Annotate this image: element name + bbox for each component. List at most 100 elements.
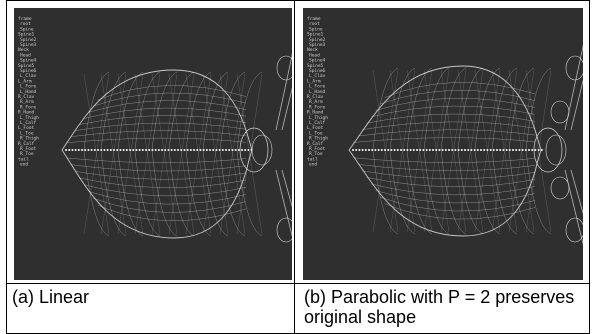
limb-mesh bbox=[275, 169, 292, 238]
spine-point bbox=[237, 149, 240, 151]
mesh-line bbox=[389, 69, 416, 233]
spine-point bbox=[422, 149, 425, 151]
mesh-line bbox=[134, 149, 161, 237]
mesh-line bbox=[457, 149, 484, 235]
mesh-line bbox=[474, 69, 501, 233]
mesh-line bbox=[100, 149, 127, 237]
mesh-line bbox=[372, 67, 399, 151]
mesh-line bbox=[508, 69, 535, 233]
spine-point bbox=[393, 149, 396, 151]
limb-mesh bbox=[564, 169, 583, 246]
mesh-line bbox=[423, 67, 450, 151]
mesh-line bbox=[134, 71, 161, 151]
left-border bbox=[6, 0, 7, 334]
figure: frame root Spine Spine1 Spine2 Spine3 Neck Head… bbox=[6, 0, 590, 334]
spine-point bbox=[218, 149, 221, 151]
mesh-line bbox=[83, 149, 110, 237]
bone-menu-item: R_Hand bbox=[307, 110, 324, 116]
spine-point bbox=[180, 149, 183, 151]
bone-menu-item: R_Arm bbox=[20, 99, 34, 105]
viewport-linear[interactable]: frame root Spine Spine1 Spine2 Spine3 Neck Head… bbox=[14, 8, 292, 280]
mesh-line bbox=[525, 69, 552, 233]
mesh-line bbox=[371, 183, 536, 196]
right-border bbox=[589, 0, 590, 334]
spine-point bbox=[177, 149, 179, 151]
spine-point bbox=[84, 149, 87, 151]
spine-point bbox=[212, 149, 215, 151]
spine-point bbox=[90, 149, 93, 151]
spine-point bbox=[355, 149, 358, 151]
bone-menu-item: Spine3 bbox=[20, 42, 37, 48]
spine-point bbox=[234, 149, 237, 151]
spine-point bbox=[247, 149, 250, 151]
spine-point bbox=[358, 149, 361, 151]
spine-point bbox=[457, 149, 460, 151]
mesh-line bbox=[474, 69, 501, 233]
mesh-line bbox=[457, 67, 484, 151]
bone-menu-item: L_Foot bbox=[307, 125, 324, 131]
bone-menu-item: tail bbox=[307, 156, 318, 162]
bone-menu-item: L_Foot bbox=[18, 125, 35, 131]
mesh-line bbox=[83, 73, 110, 235]
spine-point bbox=[109, 149, 112, 151]
mesh-line bbox=[236, 73, 263, 235]
joint-mesh bbox=[565, 55, 583, 81]
bone-menu-item: L_Toe bbox=[309, 130, 323, 136]
mesh-line bbox=[219, 73, 246, 235]
bone-menu-item: Spine2 bbox=[309, 37, 326, 43]
bone-menu-item: R_Toe bbox=[309, 151, 323, 157]
head-mesh bbox=[545, 134, 567, 166]
spine-point bbox=[364, 149, 367, 151]
head-mesh bbox=[550, 100, 570, 124]
bone-menu-item: Spine6 bbox=[20, 68, 37, 74]
head-mesh bbox=[251, 134, 273, 166]
mesh-line bbox=[168, 73, 195, 235]
mesh-line bbox=[457, 69, 484, 233]
bone-menu-item: L_Hand bbox=[309, 89, 326, 95]
mesh-line bbox=[70, 164, 247, 172]
spine-point bbox=[505, 149, 508, 151]
spine-point bbox=[244, 149, 247, 151]
mesh-parabolic bbox=[348, 44, 583, 246]
caption-parabolic: (b) Parabolic with P = 2 preserves origi… bbox=[304, 287, 575, 327]
mesh-line bbox=[97, 85, 247, 101]
spine-point bbox=[103, 149, 106, 151]
bone-menu-item: L_Fore bbox=[20, 84, 37, 90]
spine-point bbox=[464, 149, 466, 151]
mesh-line bbox=[362, 121, 536, 130]
mesh-line bbox=[406, 69, 433, 233]
spine-point bbox=[521, 149, 524, 151]
spine-point bbox=[71, 149, 74, 151]
spine-point bbox=[480, 149, 482, 151]
mesh-line bbox=[525, 149, 552, 235]
bone-menu-item: L_Thigh bbox=[309, 115, 328, 121]
bone-menu-item: L_Hand bbox=[20, 89, 37, 95]
spine-point bbox=[518, 149, 521, 151]
spine-point bbox=[483, 149, 486, 151]
mesh-line bbox=[389, 149, 416, 235]
joint-mesh bbox=[276, 217, 292, 243]
mesh-line bbox=[93, 92, 247, 107]
bone-menu-item: end bbox=[309, 162, 317, 168]
limb-mesh bbox=[281, 169, 292, 208]
viewport-parabolic[interactable]: frame root Spine Spine1 Spine2 Spine3 Neck Head… bbox=[303, 8, 583, 280]
spine-point bbox=[534, 149, 537, 151]
spine-point bbox=[81, 149, 83, 151]
mesh-line bbox=[357, 164, 536, 171]
bone-menu-item: L_Arm bbox=[307, 78, 321, 84]
bone-menu-item: frame bbox=[307, 16, 321, 22]
spine-point bbox=[486, 149, 489, 151]
bone-menu-item: end bbox=[20, 162, 28, 168]
mesh-line bbox=[117, 149, 144, 237]
spine-point bbox=[368, 149, 370, 151]
mesh-line bbox=[236, 71, 263, 151]
bone-menu-item: Head bbox=[20, 52, 31, 58]
spine-point bbox=[377, 149, 380, 151]
spine-point bbox=[374, 149, 377, 151]
head-mesh bbox=[239, 127, 269, 173]
bone-menu-item: Neck bbox=[18, 47, 29, 53]
bone-menu-item: Spine3 bbox=[309, 42, 326, 48]
spine-point bbox=[470, 149, 473, 151]
mesh-linear bbox=[61, 53, 292, 243]
mesh-line bbox=[79, 115, 247, 125]
